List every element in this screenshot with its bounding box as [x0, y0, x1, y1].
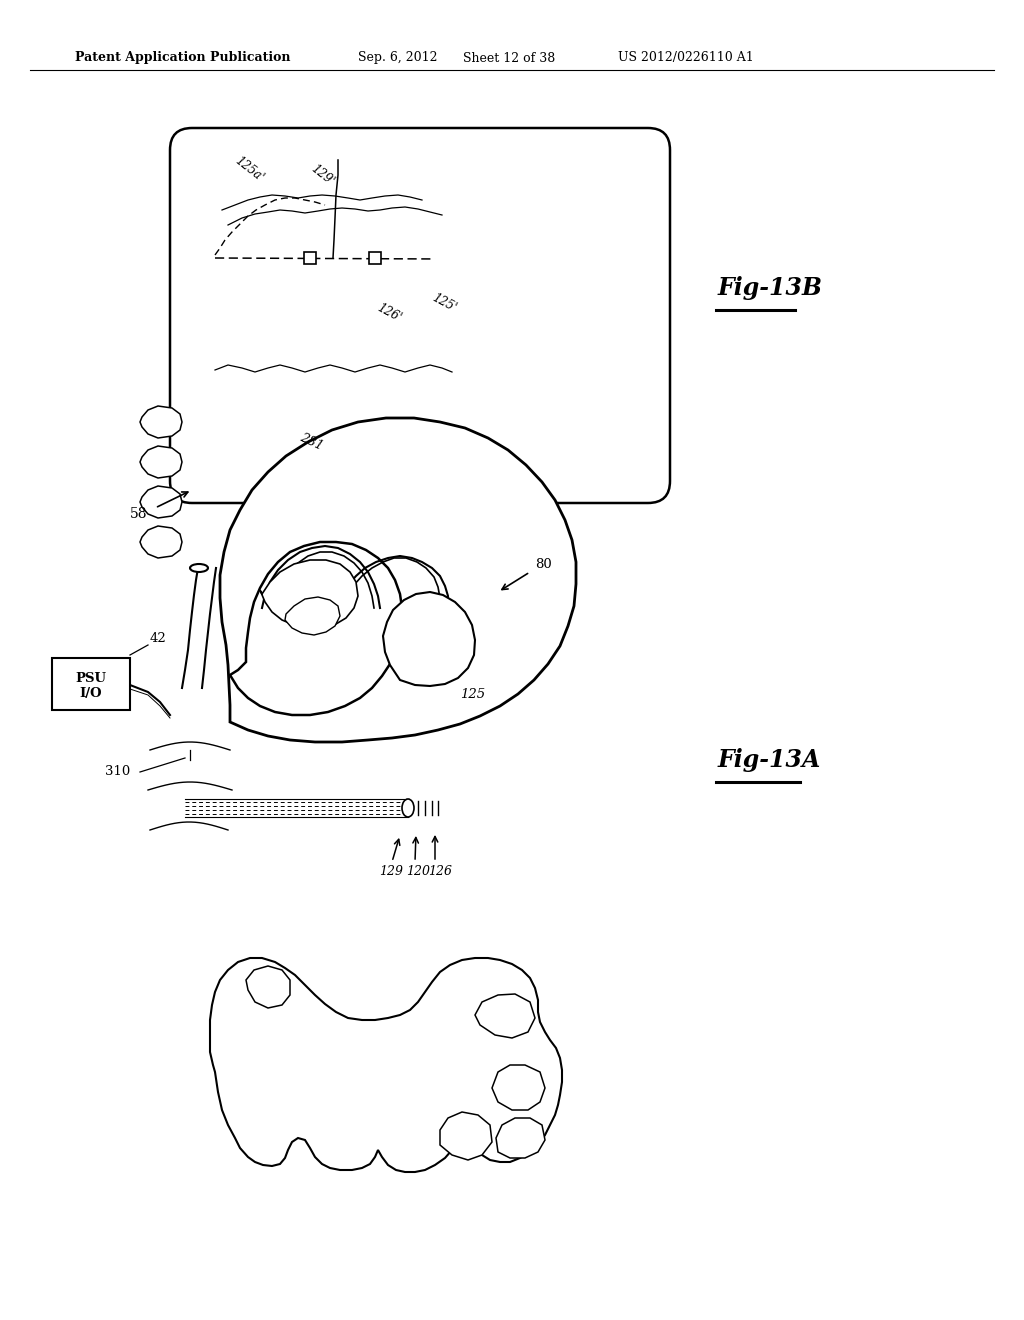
Bar: [52, 657, 130, 710]
Text: 126: 126: [428, 865, 452, 878]
Polygon shape: [260, 560, 358, 628]
Ellipse shape: [190, 564, 208, 572]
Text: 120: 120: [406, 865, 430, 878]
Polygon shape: [140, 525, 182, 558]
Text: Sheet 12 of 38: Sheet 12 of 38: [463, 51, 555, 65]
Text: Sep. 6, 2012: Sep. 6, 2012: [358, 51, 437, 65]
Text: 42: 42: [150, 632, 167, 645]
Bar: [369, 252, 381, 264]
Text: 129': 129': [308, 162, 336, 187]
Text: 125': 125': [430, 292, 459, 315]
Polygon shape: [285, 597, 340, 635]
Bar: [304, 252, 316, 264]
Polygon shape: [492, 1065, 545, 1110]
FancyBboxPatch shape: [170, 128, 670, 503]
Polygon shape: [496, 1118, 545, 1158]
Text: Fig-13A: Fig-13A: [718, 748, 821, 772]
Text: 310: 310: [105, 766, 130, 777]
Polygon shape: [383, 591, 475, 686]
Text: 129: 129: [379, 865, 403, 878]
Polygon shape: [140, 407, 182, 438]
Polygon shape: [220, 418, 575, 742]
Polygon shape: [475, 994, 535, 1038]
Polygon shape: [140, 486, 182, 517]
Text: 58: 58: [130, 507, 147, 521]
Polygon shape: [440, 1111, 492, 1160]
Polygon shape: [210, 958, 562, 1172]
Text: Patent Application Publication: Patent Application Publication: [75, 51, 291, 65]
Polygon shape: [246, 966, 290, 1008]
Polygon shape: [230, 543, 402, 715]
Polygon shape: [140, 446, 182, 478]
Text: 125: 125: [460, 688, 485, 701]
Text: 281: 281: [298, 432, 326, 453]
Text: Fig-13B: Fig-13B: [718, 276, 823, 300]
Text: PSU
I/O: PSU I/O: [76, 672, 106, 701]
Text: 125a': 125a': [232, 154, 266, 185]
Ellipse shape: [402, 799, 414, 817]
Text: US 2012/0226110 A1: US 2012/0226110 A1: [618, 51, 754, 65]
Text: 126': 126': [375, 301, 403, 325]
Text: 80: 80: [535, 558, 552, 572]
